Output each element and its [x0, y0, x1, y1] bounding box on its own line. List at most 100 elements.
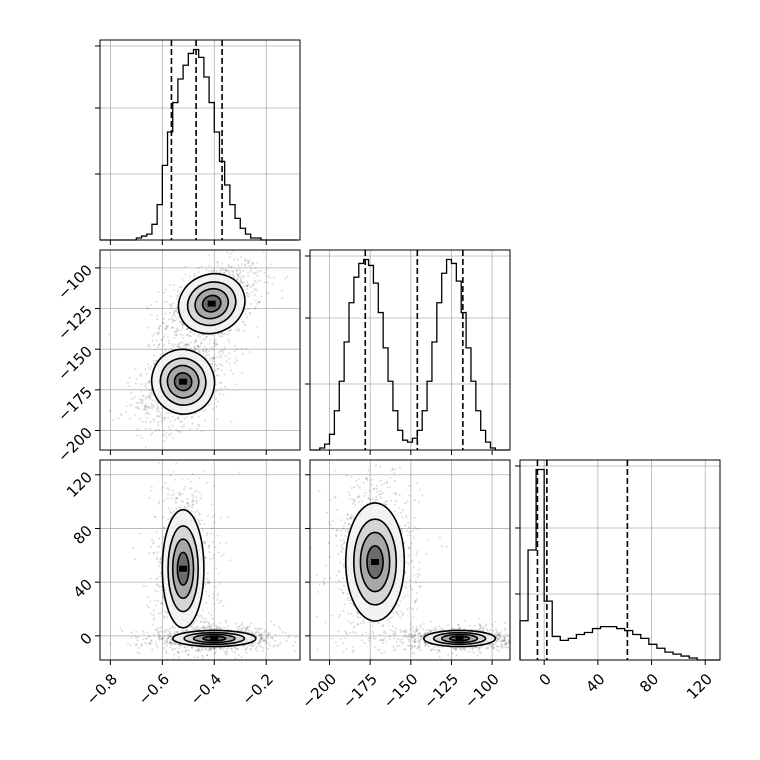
scatter-point: [135, 434, 138, 437]
scatter-point: [152, 609, 155, 612]
scatter-point: [265, 629, 268, 632]
scatter-point: [161, 338, 164, 341]
scatter-point: [148, 392, 151, 395]
scatter-point: [238, 274, 241, 277]
scatter-point: [219, 354, 222, 357]
scatter-point: [172, 470, 175, 473]
scatter-point: [398, 604, 401, 607]
scatter-point: [398, 616, 401, 619]
scatter-point: [247, 274, 249, 277]
scatter-point: [187, 649, 190, 651]
scatter-point: [337, 553, 340, 555]
scatter-point: [167, 507, 170, 510]
scatter-point: [152, 542, 155, 545]
scatter-point: [413, 536, 416, 539]
scatter-point: [207, 649, 210, 652]
scatter-point: [193, 333, 196, 336]
scatter-point: [158, 635, 160, 638]
scatter-point: [272, 645, 275, 648]
scatter-point: [135, 402, 138, 404]
scatter-point: [163, 416, 166, 419]
scatter-point: [328, 555, 331, 558]
scatter-point: [198, 336, 201, 339]
scatter-point: [151, 399, 154, 402]
scatter-point: [378, 493, 381, 496]
scatter-point: [157, 590, 160, 593]
scatter-point: [237, 274, 239, 277]
scatter-point: [187, 343, 190, 346]
scatter-point: [173, 312, 176, 315]
scatter-point: [149, 394, 152, 397]
scatter-point: [247, 295, 250, 298]
scatter-point: [405, 561, 408, 564]
scatter-point: [340, 546, 343, 549]
scatter-point: [140, 399, 143, 402]
scatter-point: [178, 651, 181, 654]
scatter-point: [176, 329, 179, 332]
scatter-point: [234, 657, 237, 660]
scatter-point: [371, 630, 374, 633]
scatter-point: [134, 558, 137, 561]
scatter-point: [174, 502, 177, 505]
scatter-point: [183, 423, 186, 426]
scatter-point: [415, 553, 418, 556]
scatter-point: [158, 545, 161, 548]
scatter-point: [152, 344, 155, 347]
scatter-point: [212, 270, 215, 273]
scatter-point: [346, 633, 348, 636]
scatter-point: [195, 502, 198, 505]
scatter-point: [200, 342, 203, 345]
scatter-point: [342, 547, 345, 550]
scatter-point: [242, 270, 245, 272]
scatter-point: [438, 536, 441, 539]
scatter-point: [257, 631, 260, 634]
scatter-point: [379, 480, 382, 482]
scatter-point: [193, 656, 196, 659]
scatter-point: [149, 612, 152, 615]
scatter-point: [178, 342, 181, 345]
scatter-point: [219, 381, 222, 384]
scatter-point: [153, 332, 156, 335]
scatter-point: [168, 632, 171, 635]
density-peak: [179, 565, 188, 572]
scatter-point: [179, 341, 182, 344]
scatter-point: [264, 642, 267, 645]
scatter-point: [154, 589, 157, 592]
scatter-point: [219, 335, 222, 338]
scatter-point: [500, 630, 503, 633]
scatter-point: [164, 349, 167, 352]
scatter-point: [236, 272, 239, 275]
scatter-point: [156, 428, 159, 431]
scatter-point: [250, 644, 253, 647]
scatter-point: [224, 355, 227, 358]
scatter-point: [152, 613, 155, 616]
scatter-point: [191, 646, 194, 649]
scatter-point: [127, 381, 129, 384]
scatter-point: [156, 407, 159, 410]
scatter-point: [198, 333, 201, 336]
scatter-point: [173, 418, 176, 421]
scatter-point: [243, 329, 246, 332]
scatter-point: [204, 583, 207, 586]
scatter-point: [208, 544, 211, 547]
scatter-point: [249, 303, 252, 305]
scatter-point: [376, 490, 379, 493]
scatter-point: [161, 595, 164, 598]
scatter-point: [404, 502, 407, 505]
scatter-point: [163, 616, 166, 619]
scatter-point: [383, 651, 386, 654]
scatter-point: [191, 500, 194, 503]
scatter-point: [376, 649, 379, 652]
scatter-point: [215, 390, 217, 393]
scatter-point: [147, 606, 150, 609]
scatter-point: [186, 342, 189, 345]
scatter-point: [262, 251, 265, 254]
scatter-point: [254, 293, 257, 296]
scatter-point: [171, 327, 173, 329]
scatter-point: [157, 421, 160, 424]
scatter-point: [171, 626, 174, 629]
scatter-point: [355, 480, 358, 482]
scatter-point: [413, 574, 416, 577]
scatter-point: [347, 612, 350, 615]
scatter-point: [345, 517, 348, 519]
